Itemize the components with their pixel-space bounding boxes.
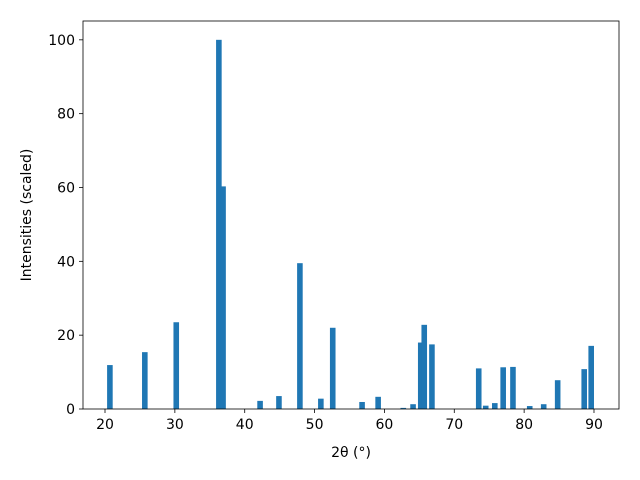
- x-tick-label: 50: [306, 417, 324, 433]
- bar: [417, 342, 424, 409]
- bar: [554, 380, 561, 409]
- bar: [421, 324, 428, 409]
- x-tick-label: 80: [515, 417, 533, 433]
- y-tick-label: 80: [57, 107, 75, 123]
- bar: [257, 400, 263, 409]
- x-axis-label: 2θ (°): [331, 445, 371, 461]
- bar: [588, 345, 594, 409]
- bar: [220, 186, 226, 409]
- bar: [429, 344, 435, 409]
- bar: [500, 367, 506, 409]
- bar: [142, 352, 148, 409]
- bar: [107, 365, 113, 409]
- x-tick-label: 60: [376, 417, 394, 433]
- bar: [475, 368, 482, 409]
- bar: [173, 322, 180, 409]
- x-tick-label: 20: [96, 417, 114, 433]
- bar: [400, 407, 407, 409]
- y-tick-label: 60: [57, 180, 75, 196]
- bar: [482, 405, 489, 409]
- x-tick-label: 70: [445, 417, 463, 433]
- bar: [510, 366, 516, 409]
- y-tick-label: 20: [57, 328, 75, 344]
- bar: [375, 396, 381, 409]
- bar: [526, 406, 533, 409]
- bar: [540, 404, 547, 409]
- bar: [297, 263, 303, 409]
- y-tick-label: 40: [57, 254, 75, 270]
- y-tick-label: 0: [66, 402, 75, 418]
- bar: [216, 39, 222, 409]
- bar: [581, 369, 588, 409]
- x-tick-label: 30: [166, 417, 184, 433]
- bar: [318, 398, 324, 409]
- x-tick-label: 90: [585, 417, 603, 433]
- y-tick-label: 100: [48, 33, 75, 49]
- x-tick-label: 40: [236, 417, 254, 433]
- y-axis-label: Intensities (scaled): [19, 149, 35, 282]
- bar: [329, 327, 336, 409]
- bar: [410, 404, 416, 409]
- bar: [276, 396, 282, 409]
- bar: [492, 403, 498, 409]
- plot-frame: [82, 20, 620, 410]
- bar: [359, 401, 365, 409]
